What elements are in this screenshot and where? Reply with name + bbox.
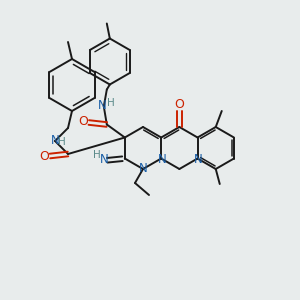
Text: H: H: [58, 137, 66, 147]
Text: N: N: [99, 153, 108, 166]
Text: O: O: [174, 98, 184, 110]
Text: O: O: [78, 115, 88, 128]
Text: N: N: [139, 163, 147, 176]
Text: N: N: [158, 153, 167, 166]
Text: N: N: [194, 153, 203, 166]
Text: N: N: [98, 99, 106, 112]
Text: H: H: [93, 149, 101, 160]
Text: O: O: [39, 149, 49, 163]
Text: N: N: [51, 134, 59, 148]
Text: H: H: [107, 98, 115, 109]
